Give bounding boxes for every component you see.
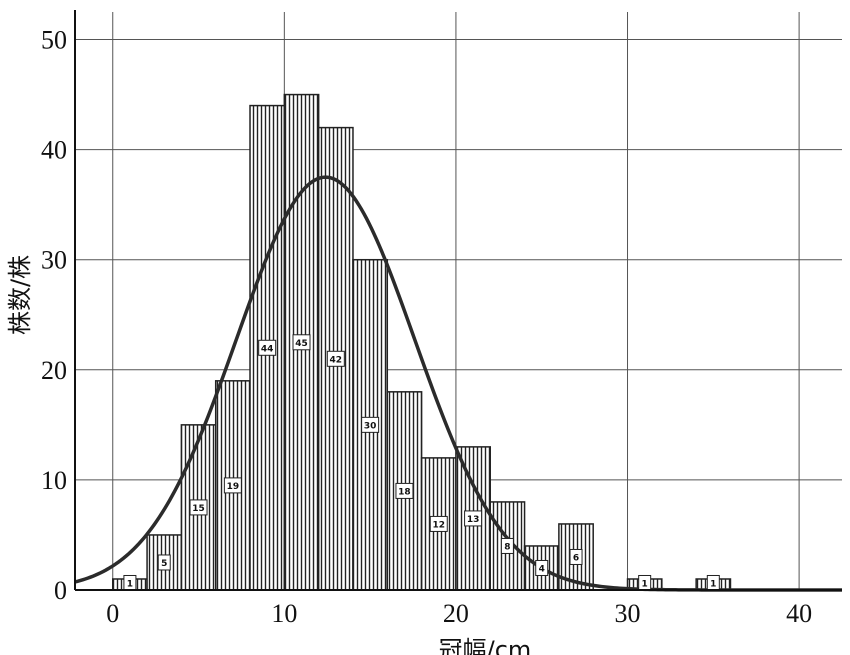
data-label: 5 [161,559,167,569]
histogram-bar [420,457,457,591]
y-tick-label: 50 [41,26,67,55]
data-label: 19 [227,482,240,492]
data-label-box [326,350,345,367]
histogram-bar [146,534,183,591]
data-label-box [189,499,208,516]
y-tick-label: 30 [41,246,67,275]
data-label: 4 [539,564,545,574]
x-tick-label: 0 [106,599,119,628]
data-label: 1 [710,579,716,589]
tick-labels: 0 10 20 30 40 0 10 20 30 40 50 [41,26,812,628]
x-tick-label: 20 [443,599,469,628]
y-tick-label: 10 [41,466,67,495]
data-label-box [157,554,171,571]
x-tick-label: 30 [615,599,641,628]
data-label-box [292,334,311,351]
data-label: 12 [433,520,446,530]
data-label-box [258,339,277,356]
y-axis-label: 株数/株 [6,255,34,335]
data-label: 42 [330,355,343,365]
bars [111,93,732,591]
data-label: 6 [573,553,579,563]
x-axis-label: 冠幅/cm [439,636,532,655]
data-label: 13 [467,515,480,525]
data-label-box [429,515,448,532]
data-label-box [569,548,583,565]
y-tick-label: 20 [41,356,67,385]
data-label-box [361,416,380,433]
data-label: 8 [504,542,510,552]
data-label-box [535,559,549,576]
data-label: 45 [295,339,308,349]
x-tick-label: 10 [271,599,297,628]
data-label: 30 [364,421,377,431]
data-label: 18 [398,487,411,497]
y-tick-label: 0 [54,576,67,605]
data-label: 1 [127,579,133,589]
data-label-box [395,482,414,499]
data-label-box [223,477,242,494]
data-label-box [500,537,514,554]
data-label-box [464,510,483,527]
data-label: 15 [192,504,205,514]
axes [74,10,842,591]
data-label: 44 [261,344,274,354]
x-tick-label: 40 [786,599,812,628]
y-tick-label: 40 [41,136,67,165]
data-label: 1 [642,579,648,589]
